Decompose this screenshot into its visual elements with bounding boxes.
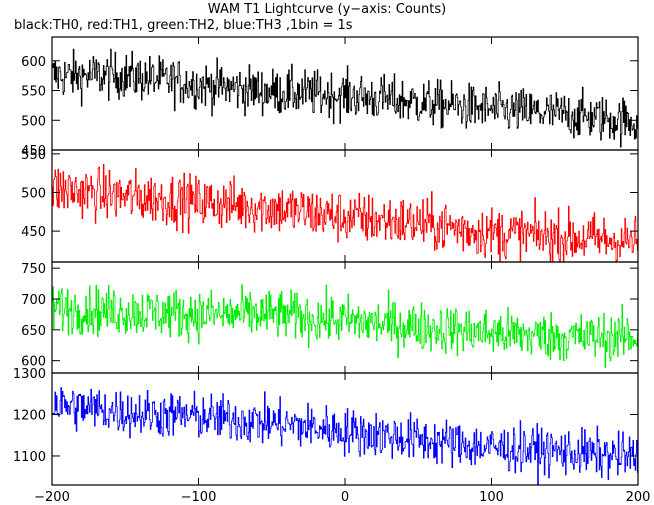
x-tick-label: −100	[181, 490, 217, 505]
chart-title: WAM T1 Lightcurve (y−axis: Counts)	[207, 2, 447, 17]
y-tick-label: 500	[21, 114, 46, 129]
series-th3-line	[52, 387, 638, 485]
y-tick-label: 1300	[13, 367, 46, 382]
y-tick-label: 600	[21, 355, 46, 370]
series-th1-line	[52, 164, 638, 262]
y-tick-label: 500	[21, 186, 46, 201]
y-tick-label: 750	[21, 262, 46, 277]
chart-subtitle: black:TH0, red:TH1, green:TH2, blue:TH3 …	[14, 18, 353, 33]
series-th2-line	[52, 284, 638, 368]
y-tick-label: 700	[21, 293, 46, 308]
panel-frame	[51, 372, 639, 486]
y-tick-label: 450	[21, 225, 46, 240]
y-tick-label: 550	[21, 148, 46, 163]
x-tick-label: −200	[34, 490, 70, 505]
y-tick-label: 600	[21, 55, 46, 70]
y-tick-label: 450	[21, 144, 46, 159]
y-tick-label: 650	[21, 324, 46, 339]
y-tick-label: 1200	[13, 408, 46, 423]
x-tick-label: 0	[341, 490, 349, 505]
series-th0-line	[52, 48, 638, 148]
y-tick-label: 1100	[13, 450, 46, 465]
x-tick-label: 200	[626, 490, 651, 505]
y-tick-label: 550	[21, 85, 46, 100]
x-tick-label: 100	[479, 490, 504, 505]
